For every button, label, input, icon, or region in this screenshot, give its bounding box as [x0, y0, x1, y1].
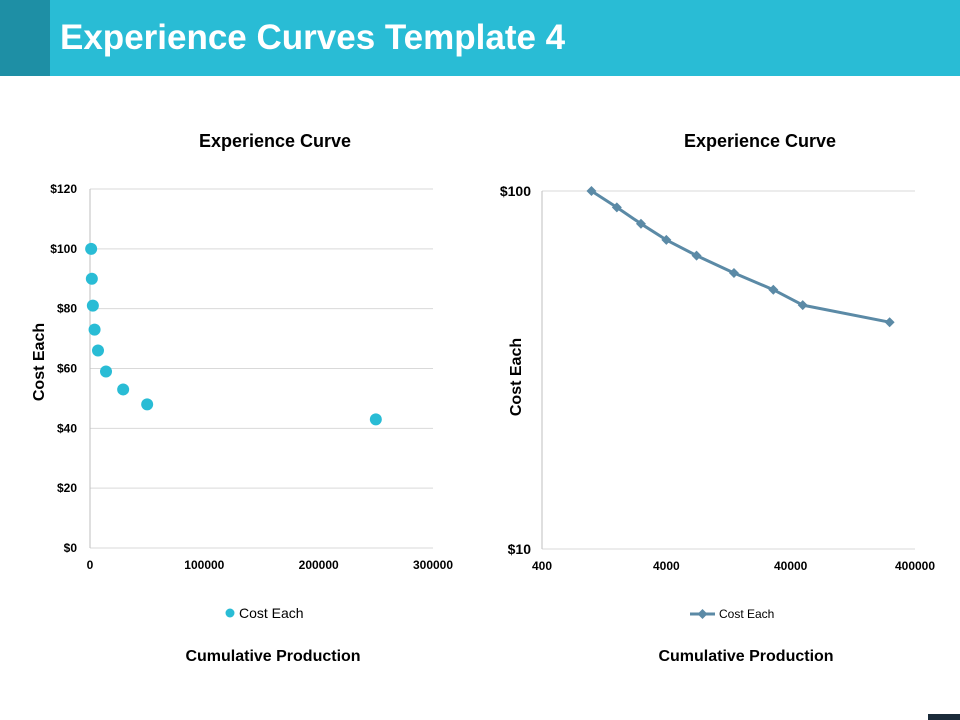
- data-point: [611, 202, 622, 213]
- legend-label: Cost Each: [719, 607, 774, 621]
- legend-marker: [697, 609, 708, 619]
- line-chart: $10 $100 400 4000 40000 400000 Experience Curv…: [500, 131, 936, 665]
- data-point: [86, 299, 99, 312]
- x-tick-label: 100000: [184, 558, 224, 572]
- data-point: [586, 186, 597, 196]
- data-point: [92, 344, 105, 357]
- title-bar-accent: [0, 0, 50, 76]
- y-tick-label: $120: [50, 182, 77, 196]
- y-tick-label: $100: [500, 183, 531, 199]
- x-axis-label: Cumulative Production: [658, 648, 833, 665]
- data-point: [141, 398, 154, 411]
- y-tick-label: $20: [57, 481, 77, 495]
- data-point: [117, 383, 130, 396]
- data-point: [100, 365, 113, 378]
- data-point: [85, 272, 98, 285]
- title-bar: Experience Curves Template 4: [0, 0, 960, 76]
- data-point: [884, 317, 895, 328]
- chart-title: Experience Curve: [199, 131, 351, 151]
- x-axis-label: Cumulative Production: [185, 648, 360, 665]
- y-tick-label: $40: [57, 421, 77, 435]
- y-axis-label: Cost Each: [31, 323, 48, 401]
- x-tick-label: 0: [87, 558, 94, 572]
- x-tick-label: 40000: [774, 559, 808, 573]
- chart-title: Experience Curve: [684, 131, 836, 151]
- scatter-chart: $0 $20 $40 $60 $80 $100 $120 0 100000 200000 30000…: [31, 131, 453, 665]
- legend-marker: [225, 608, 235, 618]
- data-point: [661, 234, 672, 245]
- data-point: [797, 300, 808, 311]
- x-tick-label: 200000: [299, 558, 339, 572]
- y-tick-label: $100: [50, 242, 77, 256]
- x-tick-label: 400000: [895, 559, 935, 573]
- x-tick-label: 300000: [413, 558, 453, 572]
- y-tick-label: $60: [57, 362, 77, 376]
- y-tick-label: $0: [64, 541, 78, 555]
- page-title: Experience Curves Template 4: [60, 18, 566, 57]
- series-line: [590, 189, 890, 324]
- y-tick-label: $80: [57, 302, 77, 316]
- x-tick-label: 4000: [653, 559, 680, 573]
- data-point: [369, 413, 382, 426]
- data-point: [768, 284, 779, 295]
- y-tick-label: $10: [508, 541, 532, 557]
- corner-mark: [928, 714, 960, 720]
- y-axis-label: Cost Each: [508, 338, 525, 416]
- data-point: [85, 242, 98, 255]
- data-point: [691, 250, 702, 261]
- x-tick-label: 400: [532, 559, 552, 573]
- legend-label: Cost Each: [239, 605, 304, 621]
- data-point: [88, 323, 101, 336]
- data-point: [635, 218, 646, 229]
- data-point: [728, 268, 739, 279]
